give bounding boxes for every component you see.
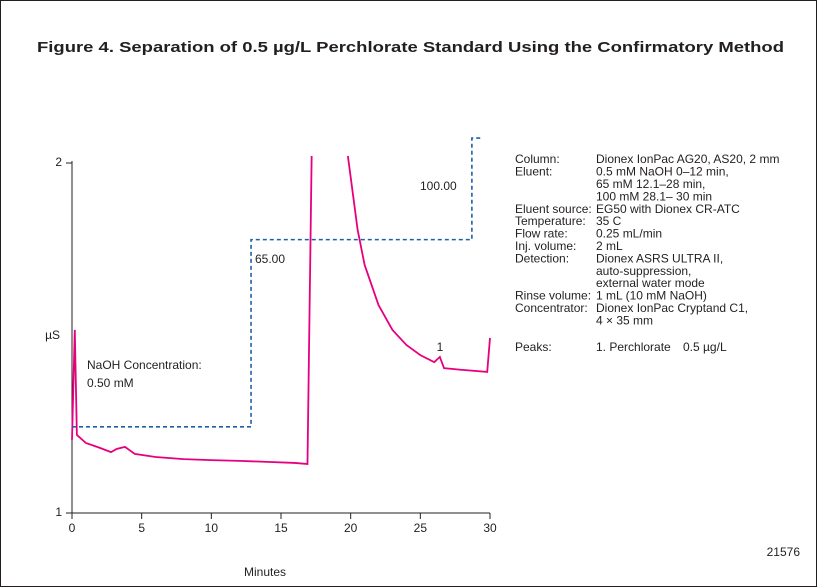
- y-tick-label: 1: [55, 505, 62, 519]
- spec-label: Concentrator:: [515, 301, 588, 315]
- y-tick-label: 2: [55, 155, 62, 169]
- figure-id: 21576: [767, 545, 801, 559]
- x-tick-label: 15: [274, 521, 288, 535]
- x-tick-label: 10: [205, 521, 219, 535]
- spec-label: Column:: [515, 152, 560, 166]
- spec-value: Dionex IonPac Cryptand C1,: [596, 301, 748, 315]
- concentration-line: [72, 137, 484, 428]
- annotation: 100.00: [420, 179, 457, 193]
- x-tick-label: 5: [138, 521, 145, 535]
- spec-value: Dionex ASRS ULTRA II,: [596, 251, 723, 265]
- annotation: NaOH Concentration:: [87, 358, 202, 372]
- spec-value: Dionex IonPac AG20, AS20, 2 mm: [596, 152, 779, 166]
- annotation: 0.50 mM: [87, 376, 134, 390]
- spec-value: 1 mL (10 mM NaOH): [596, 289, 707, 303]
- spec-value: 0.25 mL/min: [596, 227, 662, 241]
- spec-label: Eluent:: [515, 165, 552, 179]
- x-tick-label: 0: [69, 521, 76, 535]
- spec-label: Detection:: [515, 251, 569, 265]
- peak-amount: 0.5 µg/L: [683, 340, 727, 354]
- spec-value: 0.5 mM NaOH 0–12 min,: [596, 165, 729, 179]
- peak-name: 1. Perchlorate: [596, 340, 671, 354]
- x-tick-label: 20: [344, 521, 358, 535]
- spec-value: 4 × 35 mm: [596, 313, 653, 327]
- peaks-label: Peaks:: [515, 340, 552, 354]
- spec-value: auto-suppression,: [596, 264, 691, 278]
- x-tick-label: 25: [414, 521, 428, 535]
- x-tick-label: 30: [483, 521, 497, 535]
- spec-value: 35 C: [596, 214, 622, 228]
- chart-title: Figure 4. Separation of 0.5 µg/L Perchlo…: [37, 39, 784, 56]
- y-axis-label: µS: [45, 328, 60, 342]
- spec-label: Rinse volume:: [515, 289, 591, 303]
- spec-label: Temperature:: [515, 214, 586, 228]
- x-axis-label: Minutes: [244, 565, 286, 579]
- spec-value: 100 mM 28.1– 30 min: [596, 189, 712, 203]
- spec-label: Inj. volume:: [515, 239, 576, 253]
- spec-label: Flow rate:: [515, 227, 568, 241]
- spec-value: 2 mL: [596, 239, 623, 253]
- annotation: 65.00: [255, 252, 285, 266]
- peak-label: 1: [437, 340, 444, 354]
- spec-value: EG50 with Dionex CR-ATC: [596, 202, 740, 216]
- spec-label: Eluent source:: [515, 202, 592, 216]
- spec-value: external water mode: [596, 276, 705, 290]
- signal-line: [71, 155, 491, 465]
- spec-value: 65 mM 12.1–28 min,: [596, 177, 705, 191]
